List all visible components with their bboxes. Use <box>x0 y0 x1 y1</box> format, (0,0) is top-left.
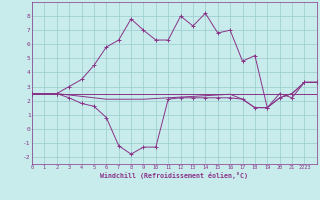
X-axis label: Windchill (Refroidissement éolien,°C): Windchill (Refroidissement éolien,°C) <box>100 172 248 179</box>
